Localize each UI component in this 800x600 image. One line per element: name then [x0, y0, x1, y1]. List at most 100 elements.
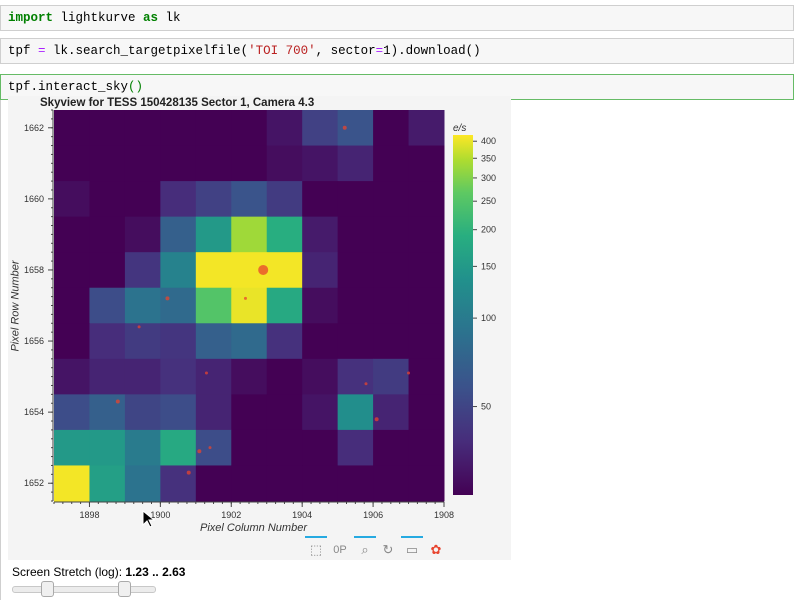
heatmap-cell[interactable] [337, 181, 374, 218]
heatmap-cell[interactable] [266, 181, 303, 218]
heatmap-cell[interactable] [124, 145, 161, 182]
heatmap-cell[interactable] [54, 429, 90, 466]
heatmap-cell[interactable] [408, 287, 445, 324]
heatmap-cell[interactable] [54, 216, 90, 253]
heatmap-cell[interactable] [195, 358, 232, 395]
star-marker[interactable] [115, 399, 120, 404]
heatmap-cell[interactable] [231, 145, 268, 182]
screen-stretch-slider[interactable] [12, 586, 156, 593]
heatmap-cell[interactable] [54, 181, 90, 218]
heatmap-cell[interactable] [231, 465, 268, 502]
heatmap-cell[interactable] [337, 145, 374, 182]
heatmap-cell[interactable] [373, 323, 410, 360]
heatmap-cell[interactable] [302, 145, 339, 182]
heatmap-cell[interactable] [373, 110, 410, 147]
heatmap-cell[interactable] [89, 145, 126, 182]
heatmap-cell[interactable] [302, 323, 339, 360]
star-marker[interactable] [243, 296, 247, 300]
heatmap-cell[interactable] [302, 429, 339, 466]
heatmap-cell[interactable] [337, 429, 374, 466]
heatmap-cell[interactable] [231, 181, 268, 218]
heatmap-cell[interactable] [160, 358, 197, 395]
heatmap-cell[interactable] [337, 358, 374, 395]
heatmap-cell[interactable] [373, 394, 410, 431]
star-marker[interactable] [258, 264, 269, 275]
heatmap-cell[interactable] [266, 358, 303, 395]
heatmap-cell[interactable] [231, 323, 268, 360]
heatmap-cell[interactable] [160, 287, 197, 324]
heatmap-cell[interactable] [266, 110, 303, 147]
heatmap-cell[interactable] [231, 358, 268, 395]
heatmap-cell[interactable] [89, 394, 126, 431]
heatmap-cell[interactable] [231, 394, 268, 431]
heatmap-cell[interactable] [124, 323, 161, 360]
heatmap-cell[interactable] [54, 145, 90, 182]
heatmap-cell[interactable] [266, 394, 303, 431]
heatmap-cell[interactable] [302, 110, 339, 147]
heatmap-cell[interactable] [266, 216, 303, 253]
heatmap-cell[interactable] [302, 287, 339, 324]
heatmap-cell[interactable] [54, 110, 90, 147]
heatmap-cell[interactable] [160, 181, 197, 218]
heatmap-cell[interactable] [266, 287, 303, 324]
heatmap-cell[interactable] [302, 181, 339, 218]
star-marker[interactable] [165, 296, 170, 301]
heatmap-cell[interactable] [337, 394, 374, 431]
heatmap-cell[interactable] [408, 323, 445, 360]
heatmap-cell[interactable] [160, 394, 197, 431]
star-marker[interactable] [208, 446, 212, 450]
heatmap-cell[interactable] [54, 465, 90, 502]
heatmap-cell[interactable] [89, 465, 126, 502]
heatmap-cell[interactable] [373, 181, 410, 218]
heatmap-cell[interactable] [54, 287, 90, 324]
heatmap-cell[interactable] [408, 394, 445, 431]
heatmap-cell[interactable] [231, 287, 268, 324]
heatmap-cell[interactable] [89, 110, 126, 147]
star-marker[interactable] [364, 382, 368, 386]
heatmap-cell[interactable] [266, 145, 303, 182]
reset-icon[interactable]: ↻ [382, 542, 394, 557]
cell-import[interactable]: import lightkurve as lk [0, 5, 794, 31]
heatmap-cell[interactable] [195, 252, 232, 289]
heatmap-cell[interactable] [195, 181, 232, 218]
heatmap-cell[interactable] [408, 181, 445, 218]
heatmap-cell[interactable] [266, 429, 303, 466]
heatmap-cell[interactable] [408, 145, 445, 182]
wheel-zoom-icon[interactable]: ⌕ [361, 542, 369, 557]
heatmap-cell[interactable] [195, 323, 232, 360]
heatmap-cell[interactable] [231, 429, 268, 466]
heatmap-cell[interactable] [266, 323, 303, 360]
heatmap-cell[interactable] [337, 216, 374, 253]
heatmap-cell[interactable] [337, 252, 374, 289]
star-marker[interactable] [407, 371, 411, 375]
cell-download[interactable]: tpf = lk.search_targetpixelfile('TOI 700… [0, 38, 794, 64]
heatmap-cell[interactable] [160, 465, 197, 502]
box-zoom-label-icon[interactable]: 0P [333, 544, 347, 556]
heatmap-cell[interactable] [302, 252, 339, 289]
heatmap-cell[interactable] [124, 287, 161, 324]
heatmap-cell[interactable] [408, 216, 445, 253]
heatmap-cell[interactable] [195, 216, 232, 253]
heatmap-cell[interactable] [302, 216, 339, 253]
heatmap-cell[interactable] [373, 145, 410, 182]
heatmap-cell[interactable] [160, 429, 197, 466]
heatmap-cell[interactable] [408, 358, 445, 395]
heatmap-cell[interactable] [373, 216, 410, 253]
heatmap-cell[interactable] [160, 110, 197, 147]
heatmap-cell[interactable] [160, 145, 197, 182]
heatmap-cell[interactable] [337, 287, 374, 324]
heatmap-cell[interactable] [124, 394, 161, 431]
heatmap-cell[interactable] [89, 429, 126, 466]
box-select-icon[interactable]: ⬚ [309, 542, 323, 557]
heatmap-cell[interactable] [89, 216, 126, 253]
star-marker[interactable] [204, 371, 208, 375]
heatmap-cell[interactable] [124, 110, 161, 147]
heatmap-cell[interactable] [195, 465, 232, 502]
heatmap-cell[interactable] [337, 465, 374, 502]
heatmap-cell[interactable] [54, 323, 90, 360]
heatmap-cell[interactable] [124, 465, 161, 502]
heatmap-cell[interactable] [373, 465, 410, 502]
heatmap-cell[interactable] [231, 110, 268, 147]
heatmap-cell[interactable] [302, 465, 339, 502]
heatmap-cell[interactable] [89, 358, 126, 395]
